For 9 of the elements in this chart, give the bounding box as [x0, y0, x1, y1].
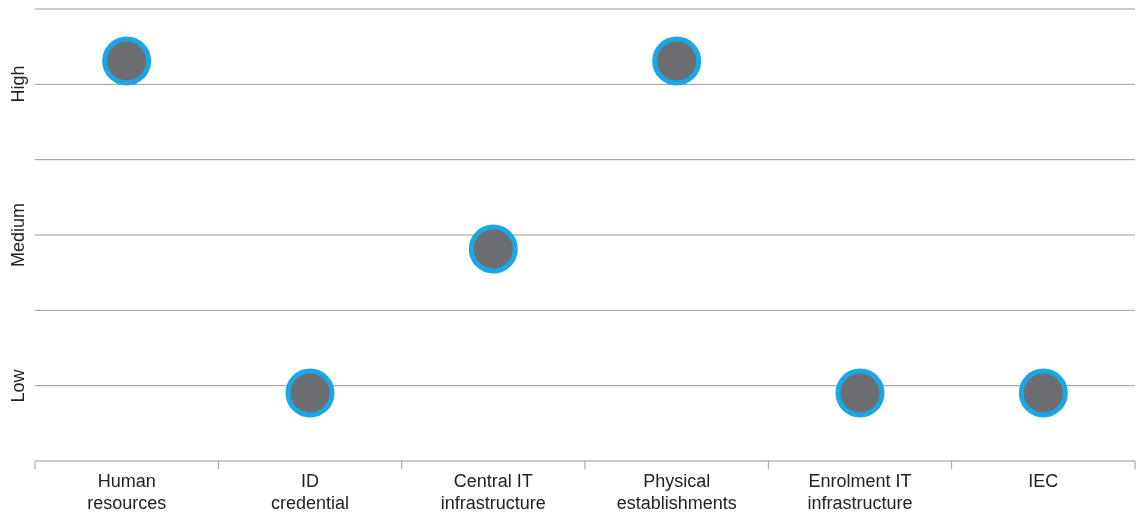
x-tick-label: IEC [1028, 471, 1059, 491]
x-tick-label: Central IT infrastructure [440, 471, 546, 513]
text: High [7, 65, 29, 103]
x-tick-label: Human resources [87, 471, 167, 513]
x-tick-label: Physical establishments [616, 471, 737, 513]
text: Low [7, 369, 29, 403]
x-tick-label: Enrolment IT infrastructure [807, 471, 913, 513]
text: Medium [7, 202, 29, 268]
x-tick-label: ID credential [270, 471, 350, 513]
